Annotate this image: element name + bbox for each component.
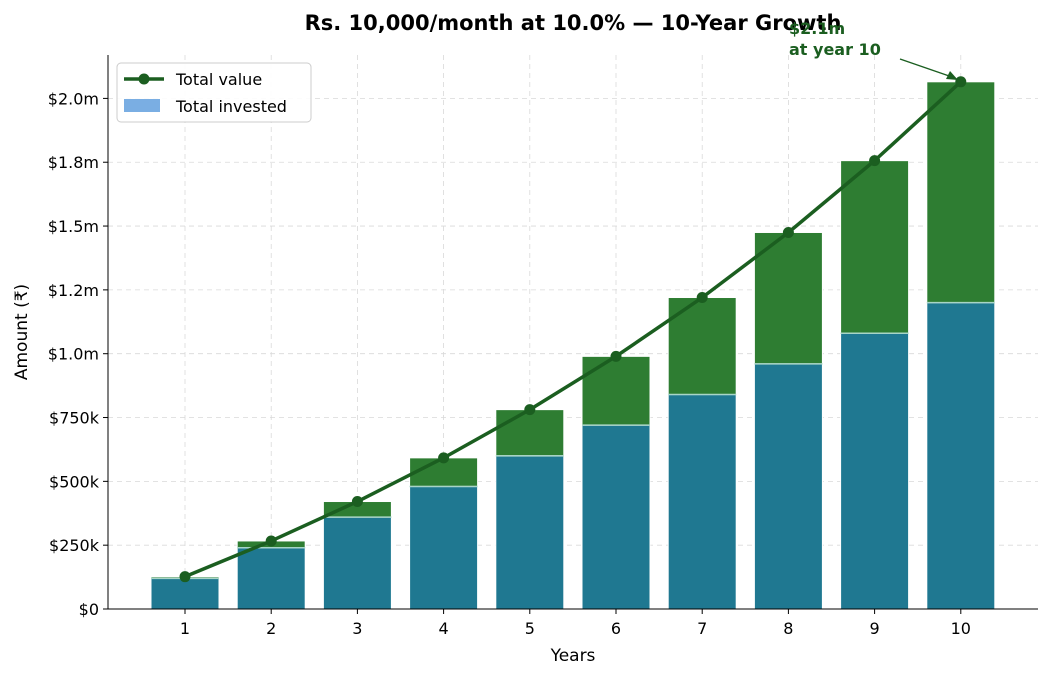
- total-value-point-year-2: [265, 535, 277, 547]
- total-value-point-year-8: [782, 226, 794, 238]
- bar-gain-year-6: [581, 355, 651, 426]
- y-tick-label-0: $0: [79, 600, 99, 619]
- annotation-value: $2.1m: [789, 19, 845, 38]
- x-tick-label-7: 7: [697, 619, 707, 638]
- total-value-point-year-1: [179, 571, 191, 583]
- bars: [150, 81, 996, 610]
- total-value-point-year-3: [351, 496, 363, 508]
- annotation-arrow: [899, 58, 956, 79]
- y-tick-label-5: $1.2m: [48, 281, 99, 300]
- x-tick-label-1: 1: [180, 619, 190, 638]
- total-value-point-year-10: [955, 76, 967, 88]
- line-layer: [179, 76, 967, 583]
- y-tick-label-3: $750k: [49, 409, 100, 428]
- x-tick-label-9: 9: [870, 619, 880, 638]
- bar-invested-year-4: [409, 485, 479, 610]
- total-value-point-year-7: [696, 292, 708, 304]
- bar-invested-year-2: [236, 547, 306, 610]
- ticks: $0 $250k $500k $750k $1.0m $1.2m $1.5m $1.8m $2.…: [48, 89, 971, 638]
- x-tick-label-4: 4: [439, 619, 449, 638]
- legend-box: [116, 62, 312, 123]
- bar-invested-year-10: [926, 302, 996, 610]
- bar-gain-year-10: [926, 81, 996, 304]
- bar-invested-year-8: [753, 363, 823, 610]
- bar-gain-year-9: [840, 160, 910, 334]
- y-tick-label-6: $1.5m: [48, 217, 99, 236]
- x-tick-label-10: 10: [951, 619, 971, 638]
- bar-invested-year-3: [322, 516, 392, 610]
- total-value-point-year-4: [438, 452, 450, 464]
- x-tick-label-5: 5: [525, 619, 535, 638]
- total-value-point-year-5: [524, 404, 536, 416]
- annotation-caption: at year 10: [789, 40, 881, 59]
- annotation-arrowhead: [946, 71, 958, 80]
- total-value-point-year-6: [610, 350, 622, 362]
- bar-invested-year-1: [150, 577, 220, 610]
- y-tick-label-2: $500k: [49, 472, 100, 491]
- x-axis-label: Years: [550, 646, 596, 666]
- y-axis-label: Amount (₹): [12, 284, 32, 380]
- bar-invested-year-6: [581, 424, 651, 610]
- legend-line-marker: [138, 73, 150, 85]
- legend-label-total-value: Total value: [175, 70, 262, 89]
- bar-invested-year-9: [840, 332, 910, 610]
- x-tick-label-8: 8: [783, 619, 793, 638]
- annotation: $2.1m at year 10: [789, 19, 958, 80]
- axes: [107, 55, 1038, 610]
- total-value-point-year-9: [869, 155, 881, 167]
- bar-invested-year-5: [495, 455, 565, 610]
- y-tick-label-8: $2.0m: [48, 89, 99, 108]
- y-tick-label-1: $250k: [49, 536, 100, 555]
- y-tick-label-7: $1.8m: [48, 153, 99, 172]
- x-tick-label-2: 2: [266, 619, 276, 638]
- legend-bar-swatch: [124, 99, 160, 112]
- total-value-line: [184, 80, 962, 579]
- bar-gain-year-5: [495, 409, 565, 457]
- legend: Total value Total invested: [116, 62, 312, 123]
- legend-label-total-invested: Total invested: [175, 97, 287, 116]
- chart-title: Rs. 10,000/month at 10.0% — 10-Year Grow…: [305, 11, 842, 35]
- bar-invested-year-7: [667, 394, 737, 610]
- x-tick-label-3: 3: [352, 619, 362, 638]
- x-tick-label-6: 6: [611, 619, 621, 638]
- y-tick-label-4: $1.0m: [48, 345, 99, 364]
